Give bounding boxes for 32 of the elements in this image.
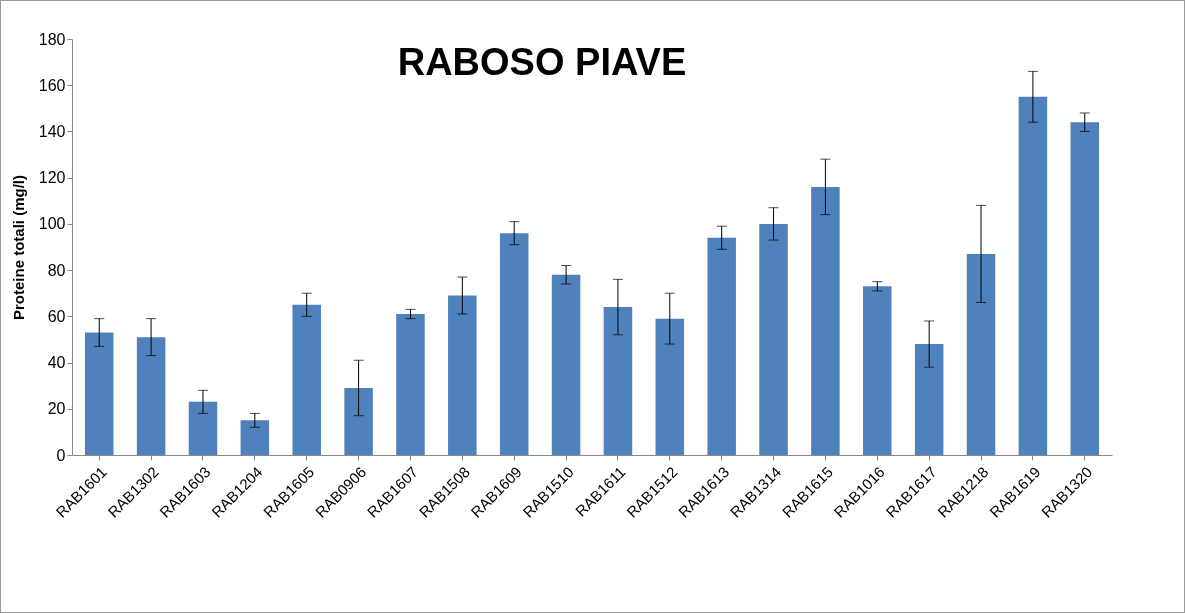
y-tick-label: 100 bbox=[38, 215, 66, 233]
bar bbox=[1070, 122, 1100, 455]
y-tick-label: 180 bbox=[38, 30, 66, 48]
bar bbox=[655, 318, 685, 455]
bar bbox=[292, 304, 321, 455]
bar bbox=[84, 332, 114, 455]
bar bbox=[396, 314, 425, 455]
bar bbox=[811, 186, 840, 455]
y-tick-label: 160 bbox=[38, 76, 66, 94]
bar bbox=[448, 295, 477, 455]
y-tick-label: 40 bbox=[47, 354, 66, 372]
y-axis-title: Proteine totali (mg/l) bbox=[9, 174, 27, 321]
bar bbox=[240, 420, 270, 455]
y-tick-label: 120 bbox=[38, 169, 66, 187]
bar bbox=[603, 307, 633, 455]
bar bbox=[188, 401, 218, 455]
bar bbox=[551, 274, 581, 455]
chart-title: RABOSO PIAVE bbox=[397, 41, 687, 83]
bar bbox=[499, 233, 529, 455]
bar bbox=[966, 253, 996, 455]
y-tick-label: 140 bbox=[38, 122, 66, 140]
bar bbox=[344, 387, 373, 455]
y-tick-label: 60 bbox=[47, 307, 66, 325]
y-tick-label: 80 bbox=[47, 261, 66, 279]
bar bbox=[1018, 96, 1048, 455]
y-tick-label: 20 bbox=[47, 400, 66, 418]
y-tick-label: 0 bbox=[56, 446, 66, 464]
bar bbox=[136, 337, 166, 455]
bar bbox=[863, 286, 892, 455]
bar bbox=[707, 237, 736, 455]
bar bbox=[759, 223, 788, 455]
bar bbox=[914, 344, 944, 455]
